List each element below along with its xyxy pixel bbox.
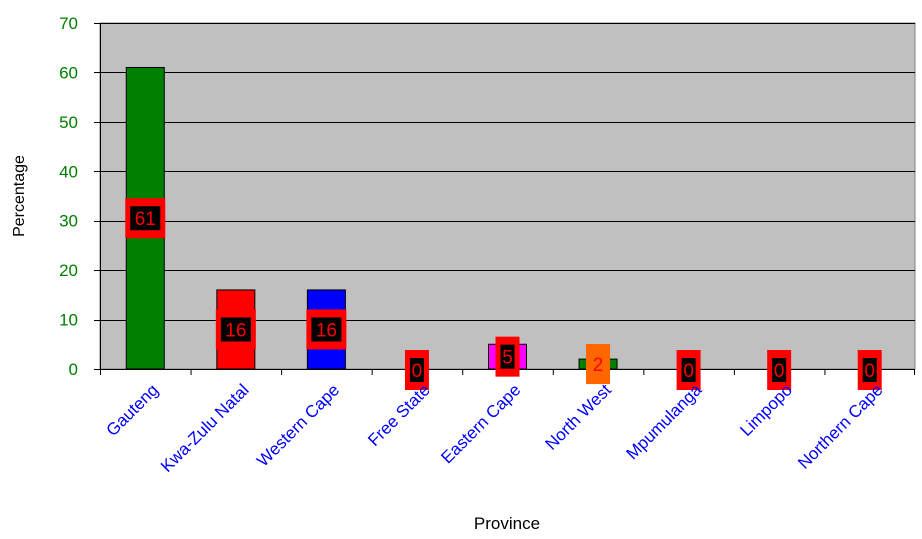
data-label: 0	[676, 350, 701, 390]
x-tick-label: Free State	[364, 380, 434, 450]
data-label-inner	[591, 352, 606, 377]
data-label-inner	[862, 358, 877, 382]
x-tick-label: Northern Cape	[794, 380, 886, 472]
y-tick-label: 40	[59, 162, 78, 181]
y-tick-label: 0	[69, 360, 78, 379]
x-tick-label: Western Cape	[253, 380, 343, 470]
data-label: 16	[306, 309, 347, 350]
data-label: 5	[495, 336, 520, 377]
x-tick-label: Kwa-Zulu Natal	[157, 380, 253, 476]
y-tick-label: 20	[59, 261, 78, 280]
data-label-text: 16	[225, 320, 246, 341]
data-label: 0	[767, 350, 792, 390]
data-label: 0	[857, 350, 882, 390]
y-axis-title: Percentage	[11, 155, 28, 237]
y-tick-label: 70	[59, 14, 78, 33]
data-label-text: 5	[502, 348, 513, 369]
y-tick-label: 30	[59, 212, 78, 231]
x-tick-label: North West	[542, 380, 616, 454]
x-tick-label: Mpumulanga	[623, 380, 706, 463]
y-tick-label: 50	[59, 113, 78, 132]
data-label-text: 0	[774, 361, 785, 382]
data-label-inner	[409, 358, 424, 382]
data-label-inner	[220, 317, 251, 342]
data-label-inner	[130, 206, 161, 231]
data-label-inner	[311, 317, 342, 342]
x-axis-title: Province	[474, 514, 540, 533]
data-label-text: 0	[412, 361, 423, 382]
data-label-text: 0	[683, 361, 694, 382]
data-label-inner	[500, 344, 515, 369]
data-label-text: 2	[593, 355, 604, 376]
data-label: 16	[215, 309, 256, 350]
y-tick-label: 10	[59, 311, 78, 330]
data-label: 61	[125, 198, 166, 239]
data-label-text: 61	[135, 209, 156, 230]
x-tick-label: Gauteng	[103, 380, 163, 440]
data-label-inner	[681, 358, 696, 382]
x-tick-label: Limpopo	[736, 380, 796, 440]
x-tick-label: Eastern Cape	[437, 380, 524, 467]
y-tick-label: 60	[59, 63, 78, 82]
data-label-text: 0	[864, 361, 875, 382]
data-label: 0	[404, 350, 429, 390]
data-labels: 61 16 16 0 5 2 0 0 0	[125, 198, 882, 390]
data-label-text: 16	[316, 320, 337, 341]
data-label-inner	[772, 358, 787, 382]
data-label: 2	[586, 344, 611, 385]
